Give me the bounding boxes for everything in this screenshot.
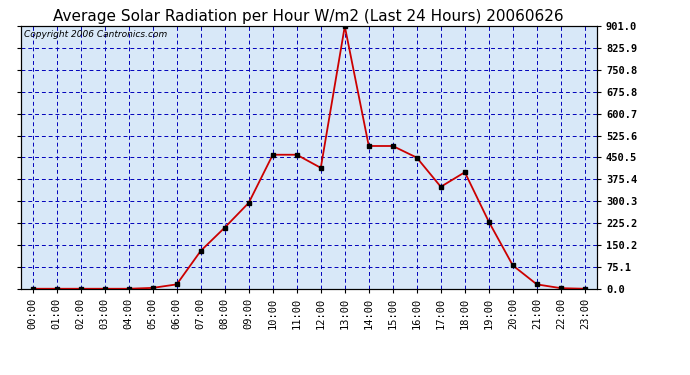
Title: Average Solar Radiation per Hour W/m2 (Last 24 Hours) 20060626: Average Solar Radiation per Hour W/m2 (L… <box>53 9 564 24</box>
Text: Copyright 2006 Cantronics.com: Copyright 2006 Cantronics.com <box>23 30 167 39</box>
